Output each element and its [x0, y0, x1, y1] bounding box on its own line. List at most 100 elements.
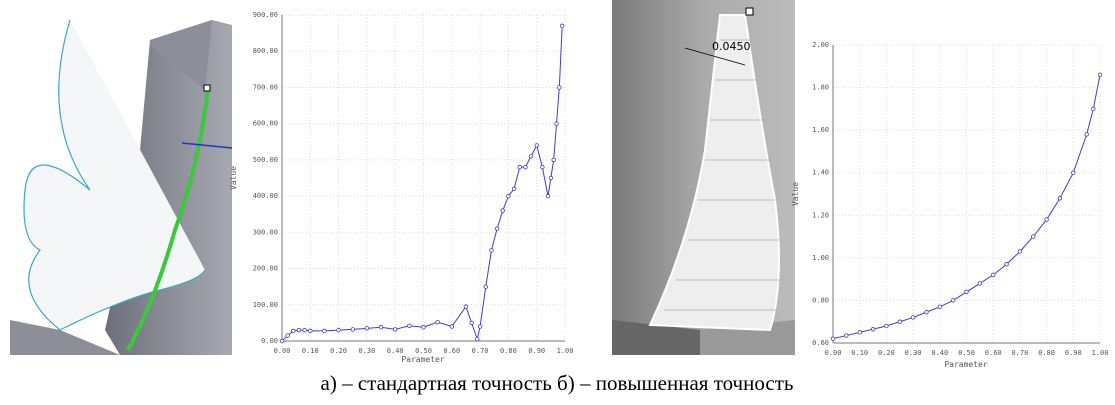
data-point: [535, 144, 539, 148]
x-tick-label: 0.80: [1038, 349, 1055, 357]
x-tick-label: 0.00: [825, 349, 842, 357]
data-point: [552, 158, 556, 162]
x-tick-label: 0.20: [878, 349, 895, 357]
y-tick-label: 2.00: [812, 41, 829, 49]
data-point: [475, 337, 479, 341]
x-tick-label: 0.30: [358, 347, 375, 355]
y-axis-label: Value: [791, 182, 800, 206]
data-point: [351, 328, 355, 332]
data-point: [450, 325, 454, 329]
x-tick-label: 0.90: [528, 347, 545, 355]
data-point: [379, 325, 383, 329]
x-axis-label: Parameter: [944, 360, 988, 369]
data-point: [1031, 235, 1035, 239]
data-point: [501, 209, 505, 213]
y-tick-label: 700.00: [253, 83, 278, 91]
data-point: [858, 331, 862, 335]
y-tick-label: 1.00: [812, 254, 829, 262]
data-point: [1092, 107, 1096, 111]
data-point: [484, 285, 488, 289]
data-point: [478, 325, 482, 329]
y-tick-label: 500.00: [253, 156, 278, 164]
data-point: [911, 316, 915, 320]
x-tick-label: 0.10: [851, 349, 868, 357]
x-tick-label: 0.20: [330, 347, 347, 355]
chart: 0.00100.00200.00300.00400.00500.00600.00…: [229, 11, 573, 364]
y-tick-label: 0.80: [812, 296, 829, 304]
data-point: [1072, 171, 1076, 175]
data-point: [1018, 250, 1022, 254]
y-tick-label: 0.00: [261, 337, 278, 345]
data-point: [898, 320, 902, 324]
data-point: [965, 290, 969, 294]
data-point: [470, 321, 474, 325]
data-point: [558, 86, 562, 90]
data-point: [555, 122, 559, 126]
y-tick-label: 300.00: [253, 228, 278, 236]
figure: 0.0450 а) – стандартная точность б) – по…: [0, 0, 1115, 405]
y-tick-label: 0.60: [812, 339, 829, 347]
data-point: [297, 328, 301, 332]
y-tick-label: 400.00: [253, 192, 278, 200]
data-point: [280, 339, 284, 343]
x-tick-label: 0.10: [302, 347, 319, 355]
data-point: [490, 249, 494, 253]
data-point: [831, 337, 835, 341]
data-point: [549, 176, 553, 180]
data-point: [286, 334, 290, 338]
data-point: [323, 329, 327, 333]
data-point: [978, 282, 982, 286]
x-tick-label: 0.60: [985, 349, 1002, 357]
x-tick-label: 1.00: [1092, 349, 1109, 357]
data-point: [1005, 262, 1009, 266]
y-tick-label: 1.60: [812, 126, 829, 134]
caption: а) – стандартная точность б) – повышенна…: [321, 371, 794, 395]
data-point: [365, 327, 369, 331]
data-point: [436, 320, 440, 324]
data-point: [524, 165, 528, 169]
data-point: [464, 305, 468, 309]
data-point: [938, 305, 942, 309]
y-tick-label: 1.20: [812, 211, 829, 219]
x-tick-label: 0.90: [1065, 349, 1082, 357]
x-tick-label: 0.50: [958, 349, 975, 357]
data-point: [546, 194, 550, 198]
x-tick-label: 0.70: [1011, 349, 1028, 357]
cad-image-a: [10, 20, 232, 355]
data-point: [951, 299, 955, 303]
data-point: [871, 327, 875, 331]
data-line: [282, 26, 562, 341]
data-point: [518, 165, 522, 169]
y-tick-label: 100.00: [253, 301, 278, 309]
data-point: [560, 24, 564, 28]
y-tick-label: 1.80: [812, 84, 829, 92]
data-point: [845, 334, 849, 338]
data-point: [1058, 196, 1062, 200]
y-tick-label: 1.40: [812, 169, 829, 177]
y-tick-label: 800.00: [253, 47, 278, 55]
y-tick-label: 200.00: [253, 265, 278, 273]
x-tick-label: 0.40: [931, 349, 948, 357]
chart: 0.60 0.80 1.00 1.20 1.40 1.60 1.80 2.00 0.00 0.10…: [791, 41, 1108, 369]
data-point: [408, 324, 412, 328]
data-point: [1098, 73, 1102, 77]
x-axis-label: Parameter: [401, 355, 445, 364]
data-point: [1085, 133, 1089, 137]
cad-image-b: 0.0450: [612, 0, 795, 355]
x-tick-label: 0.80: [500, 347, 517, 355]
data-point: [1045, 218, 1049, 222]
x-tick-label: 0.60: [443, 347, 460, 355]
data-point: [292, 329, 296, 333]
data-point: [991, 273, 995, 277]
data-point: [507, 194, 511, 198]
data-point: [529, 154, 533, 158]
data-point: [925, 310, 929, 314]
x-tick-label: 0.50: [415, 347, 432, 355]
data-point: [309, 329, 313, 333]
y-axis-label: Value: [229, 166, 238, 190]
data-point: [422, 325, 426, 329]
x-tick-label: 0.00: [274, 347, 291, 355]
cad-label: 0.0450: [712, 40, 751, 53]
x-tick-label: 0.70: [472, 347, 489, 355]
data-point: [512, 187, 516, 191]
